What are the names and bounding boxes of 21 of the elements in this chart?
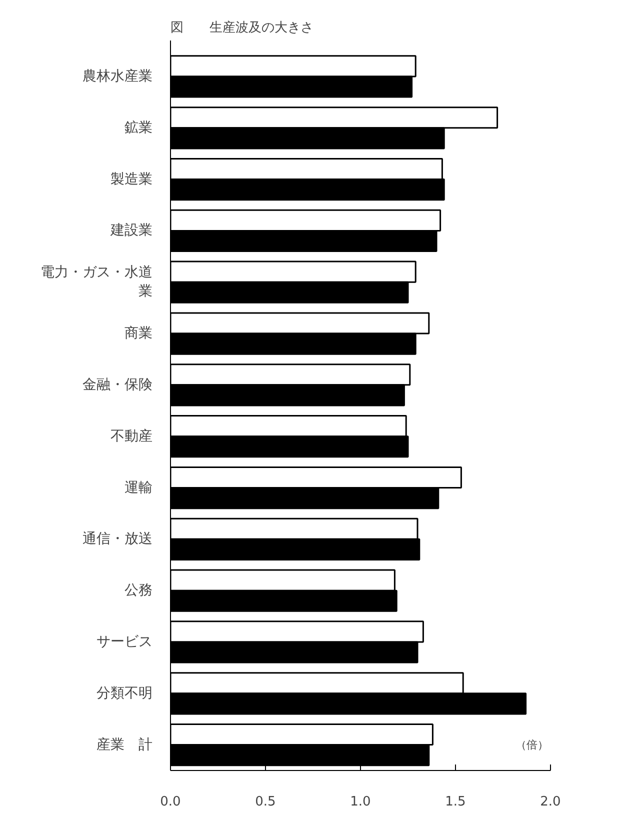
y-tick-label: サービス <box>96 634 152 650</box>
chart-title: 図 生産波及の大きさ <box>170 20 314 36</box>
y-tick-label: 分類不明 <box>96 685 152 702</box>
x-tick-label: 1.5 <box>445 794 466 810</box>
x-tick-label: 1.0 <box>350 794 371 810</box>
y-tick-label: 通信・放送 <box>82 531 152 548</box>
y-tick-label: 産業 計 <box>96 736 152 753</box>
y-tick-label: 運輸 <box>124 480 152 496</box>
x-tick-label: 0.5 <box>255 794 276 810</box>
y-tick-label: 鉱業 <box>124 120 152 136</box>
y-tick-label: 製造業 <box>110 171 152 188</box>
y-tick-label: 商業 <box>124 326 152 342</box>
y-tick-label: 電力・ガス・水道業 <box>40 264 152 300</box>
y-tick-label: 農林水産業 <box>82 68 152 84</box>
y-tick-label: 公務 <box>124 582 152 599</box>
y-tick-label: 金融・保険 <box>82 376 152 393</box>
x-tick-label: 2.0 <box>540 794 561 810</box>
y-tick-label: 建設業 <box>110 222 152 239</box>
y-tick-label: 不動産 <box>110 428 152 444</box>
x-tick-label: 0.0 <box>160 794 181 810</box>
annotation: （倍） <box>516 738 548 752</box>
